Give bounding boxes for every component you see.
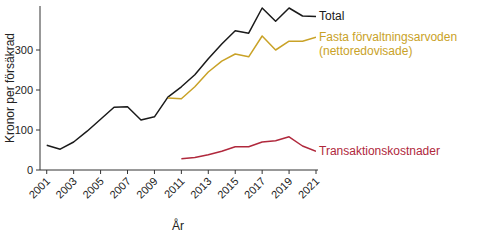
- y-tick: [36, 130, 40, 131]
- x-tick-label: 2007: [107, 175, 133, 201]
- x-tick-label: 2011: [162, 175, 187, 200]
- series-label: Total: [319, 9, 344, 23]
- lines: [47, 8, 316, 159]
- chart: 0100200300200120032005200720092011201320…: [0, 0, 480, 240]
- series-line: [168, 36, 316, 99]
- series-label-line: Fasta förvaltningsarvoden: [319, 30, 457, 44]
- series-label: Fasta förvaltningsarvoden(nettoredovisad…: [319, 30, 457, 58]
- y-tick-label: 200: [15, 84, 33, 96]
- y-tick: [36, 90, 40, 91]
- x-tick-label: 2021: [296, 175, 322, 201]
- x-tick-label: 2017: [242, 175, 268, 201]
- x-tick-label: 2003: [53, 175, 79, 201]
- series-label-line: Total: [319, 9, 344, 23]
- x-tick: [154, 170, 155, 174]
- series-label-line: Transaktionskostnader: [319, 144, 440, 158]
- x-tick-label: 2019: [269, 175, 295, 201]
- x-tick: [235, 170, 236, 174]
- series-label-line: (nettoredovisade): [319, 44, 412, 58]
- y-tick-label: 300: [15, 44, 33, 56]
- x-axis: [40, 170, 318, 171]
- x-tick-label: 2015: [215, 175, 241, 201]
- series-line: [47, 8, 316, 149]
- x-tick-label: 2005: [80, 175, 106, 201]
- x-tick: [181, 170, 182, 174]
- series-label: Transaktionskostnader: [319, 144, 440, 158]
- x-tick-label: 2001: [26, 175, 52, 201]
- y-tick: [36, 50, 40, 51]
- x-axis-label: År: [172, 218, 184, 233]
- y-axis: [40, 6, 41, 170]
- x-tick-label: 2009: [134, 175, 160, 201]
- x-tick: [316, 170, 317, 174]
- y-axis-label: Kronor per försäkrad: [3, 33, 17, 143]
- y-tick-label: 0: [27, 164, 33, 176]
- x-tick: [127, 170, 128, 174]
- series-line: [181, 137, 316, 159]
- x-tick: [289, 170, 290, 174]
- x-tick: [100, 170, 101, 174]
- x-tick: [73, 170, 74, 174]
- x-tick: [208, 170, 209, 174]
- x-tick: [262, 170, 263, 174]
- x-tick: [46, 170, 47, 174]
- x-tick-label: 2013: [188, 175, 214, 201]
- y-tick-label: 100: [15, 124, 33, 136]
- y-tick: [36, 170, 40, 171]
